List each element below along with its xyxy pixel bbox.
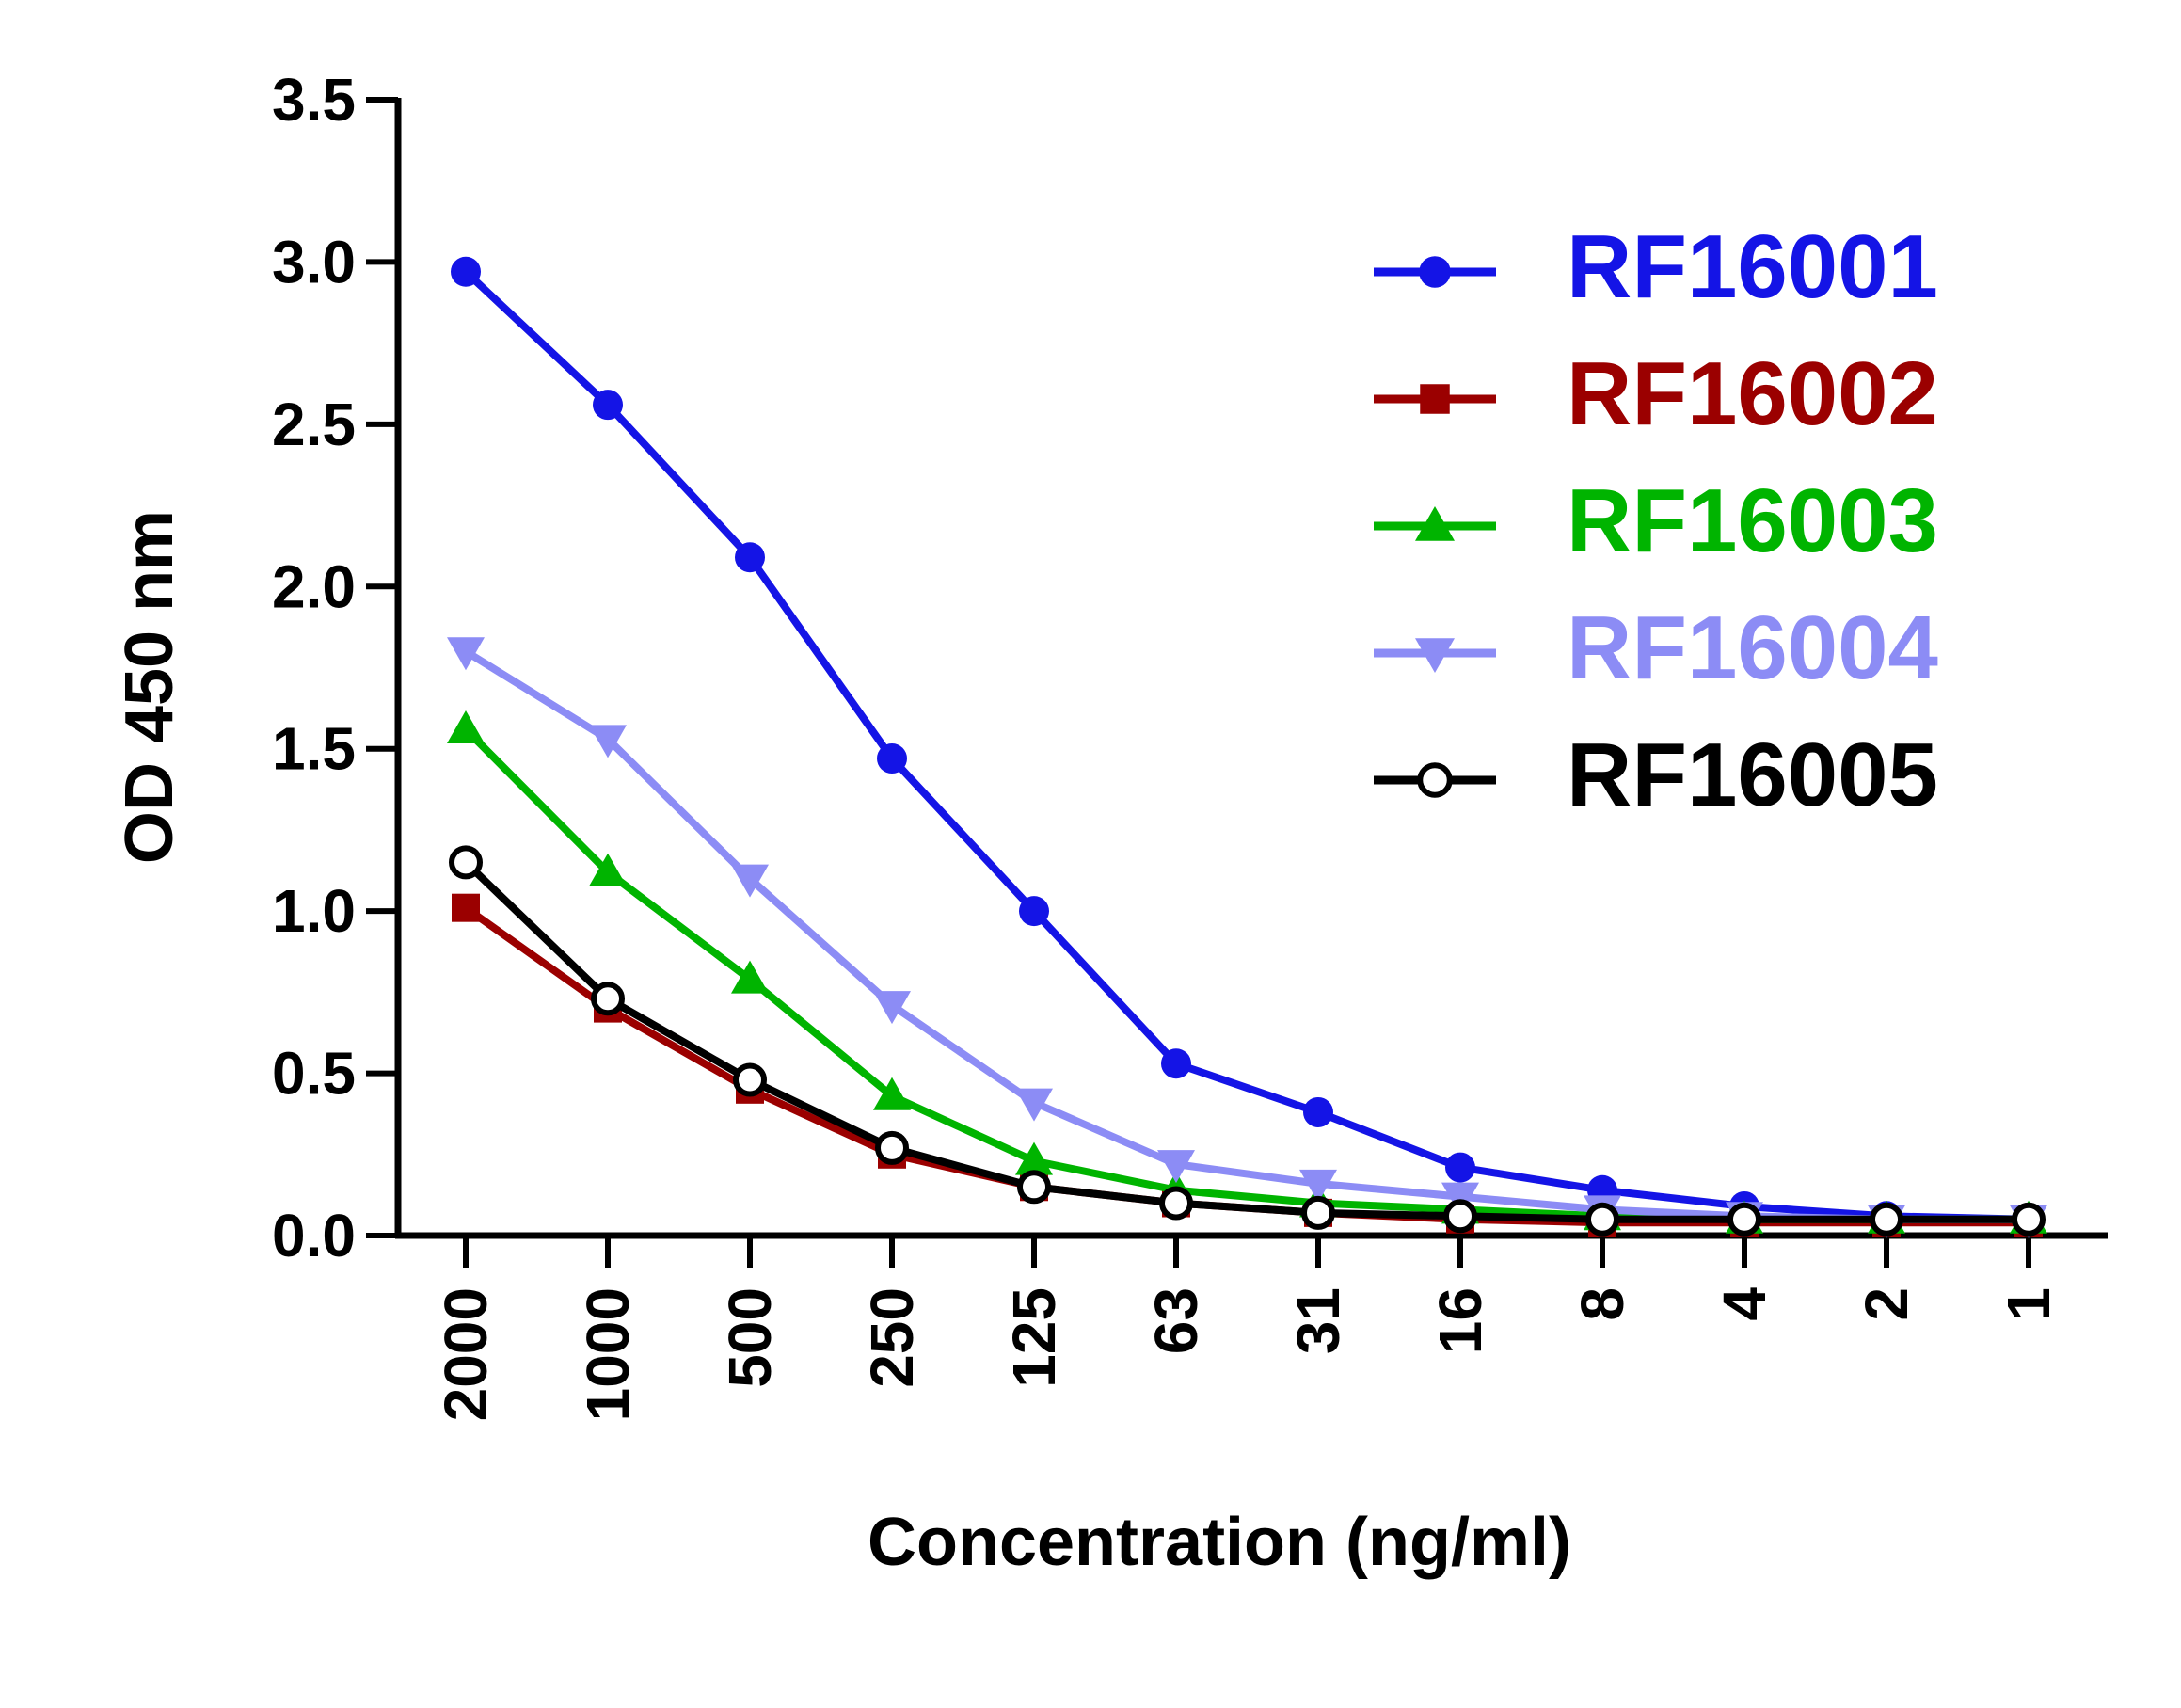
x-tick-label: 2000 [432, 1287, 500, 1421]
data-point [1161, 1048, 1191, 1079]
x-axis-title: Concentration (ng/ml) [868, 1505, 1571, 1580]
x-tick-label: 31 [1284, 1287, 1352, 1354]
legend-item: RF16005 [1374, 725, 1938, 825]
x-tick-label: 1 [1995, 1287, 2062, 1321]
y-tick-label: 0.5 [272, 1040, 356, 1108]
data-point [1441, 1182, 1479, 1216]
series-line [463, 859, 2029, 1223]
data-point [1585, 1202, 1619, 1237]
data-point [877, 743, 907, 774]
data-point [1017, 1170, 1051, 1205]
y-tick-label: 2.5 [272, 391, 356, 458]
legend-item: RF16003 [1374, 471, 1938, 571]
x-tick-label: 63 [1142, 1287, 1210, 1354]
data-point [591, 982, 625, 1016]
data-point [593, 390, 623, 421]
data-point [1019, 896, 1049, 927]
series-line [463, 268, 2030, 1223]
data-point [1015, 1088, 1053, 1122]
legend-label: RF16004 [1567, 598, 1938, 698]
y-tick-label: 0.0 [272, 1202, 356, 1269]
y-axis-title: OD 450 nm [112, 510, 187, 864]
data-point [1870, 1202, 1903, 1237]
data-point [735, 542, 765, 573]
x-tick-label: 8 [1568, 1287, 1636, 1321]
y-tick-label: 1.0 [272, 877, 356, 945]
data-point [447, 637, 485, 671]
data-point [589, 853, 627, 886]
data-point [731, 960, 769, 994]
x-tick-label: 4 [1711, 1287, 1778, 1321]
data-point [733, 1062, 767, 1097]
legend-label: RF16001 [1567, 216, 1938, 317]
legend-marker [1417, 762, 1453, 798]
data-point [873, 991, 911, 1025]
series-RF16002 [452, 893, 2043, 1237]
legend-marker [1415, 638, 1455, 673]
legend-marker [1415, 506, 1455, 541]
y-tick-label: 3.0 [272, 228, 356, 295]
legend-item: RF16001 [1374, 216, 1938, 317]
data-point [1301, 1195, 1335, 1230]
legend-marker [1419, 256, 1451, 288]
data-point [451, 256, 481, 287]
data-point [1445, 1152, 1475, 1183]
x-tick-label: 2 [1853, 1287, 1920, 1321]
x-tick-label: 125 [1000, 1287, 1068, 1388]
x-tick-label: 250 [858, 1287, 926, 1388]
data-point [449, 845, 483, 880]
data-point [873, 1077, 911, 1110]
x-tick-label: 16 [1426, 1287, 1494, 1354]
legend-label: RF16005 [1567, 725, 1938, 825]
data-point [1727, 1202, 1761, 1237]
data-point [731, 864, 769, 898]
data-point [452, 893, 480, 922]
data-point [1299, 1169, 1337, 1203]
legend-marker [1420, 384, 1450, 414]
series-layer [447, 256, 2047, 1238]
y-tick-label: 2.0 [272, 552, 356, 620]
series-RF16005 [449, 845, 2046, 1237]
data-point [2012, 1202, 2046, 1237]
data-point [875, 1130, 909, 1165]
legend-label: RF16002 [1567, 343, 1938, 444]
data-point [1157, 1150, 1195, 1184]
data-point [447, 710, 485, 744]
x-tick-label: 500 [716, 1287, 784, 1388]
data-point [589, 725, 627, 758]
data-point [1159, 1186, 1193, 1221]
legend: RF16001 RF16002 RF16003 RF16004 RF16005 [1374, 216, 1938, 825]
x-tick-label: 1000 [574, 1287, 642, 1421]
y-tick-label: 1.5 [272, 715, 356, 783]
legend-label: RF16003 [1567, 471, 1938, 571]
legend-item: RF16002 [1374, 343, 1938, 444]
data-point [1443, 1199, 1477, 1234]
y-tick-label: 3.5 [272, 66, 356, 134]
data-point [1015, 1141, 1053, 1175]
data-point [1303, 1096, 1333, 1127]
legend-item: RF16004 [1374, 598, 1938, 698]
